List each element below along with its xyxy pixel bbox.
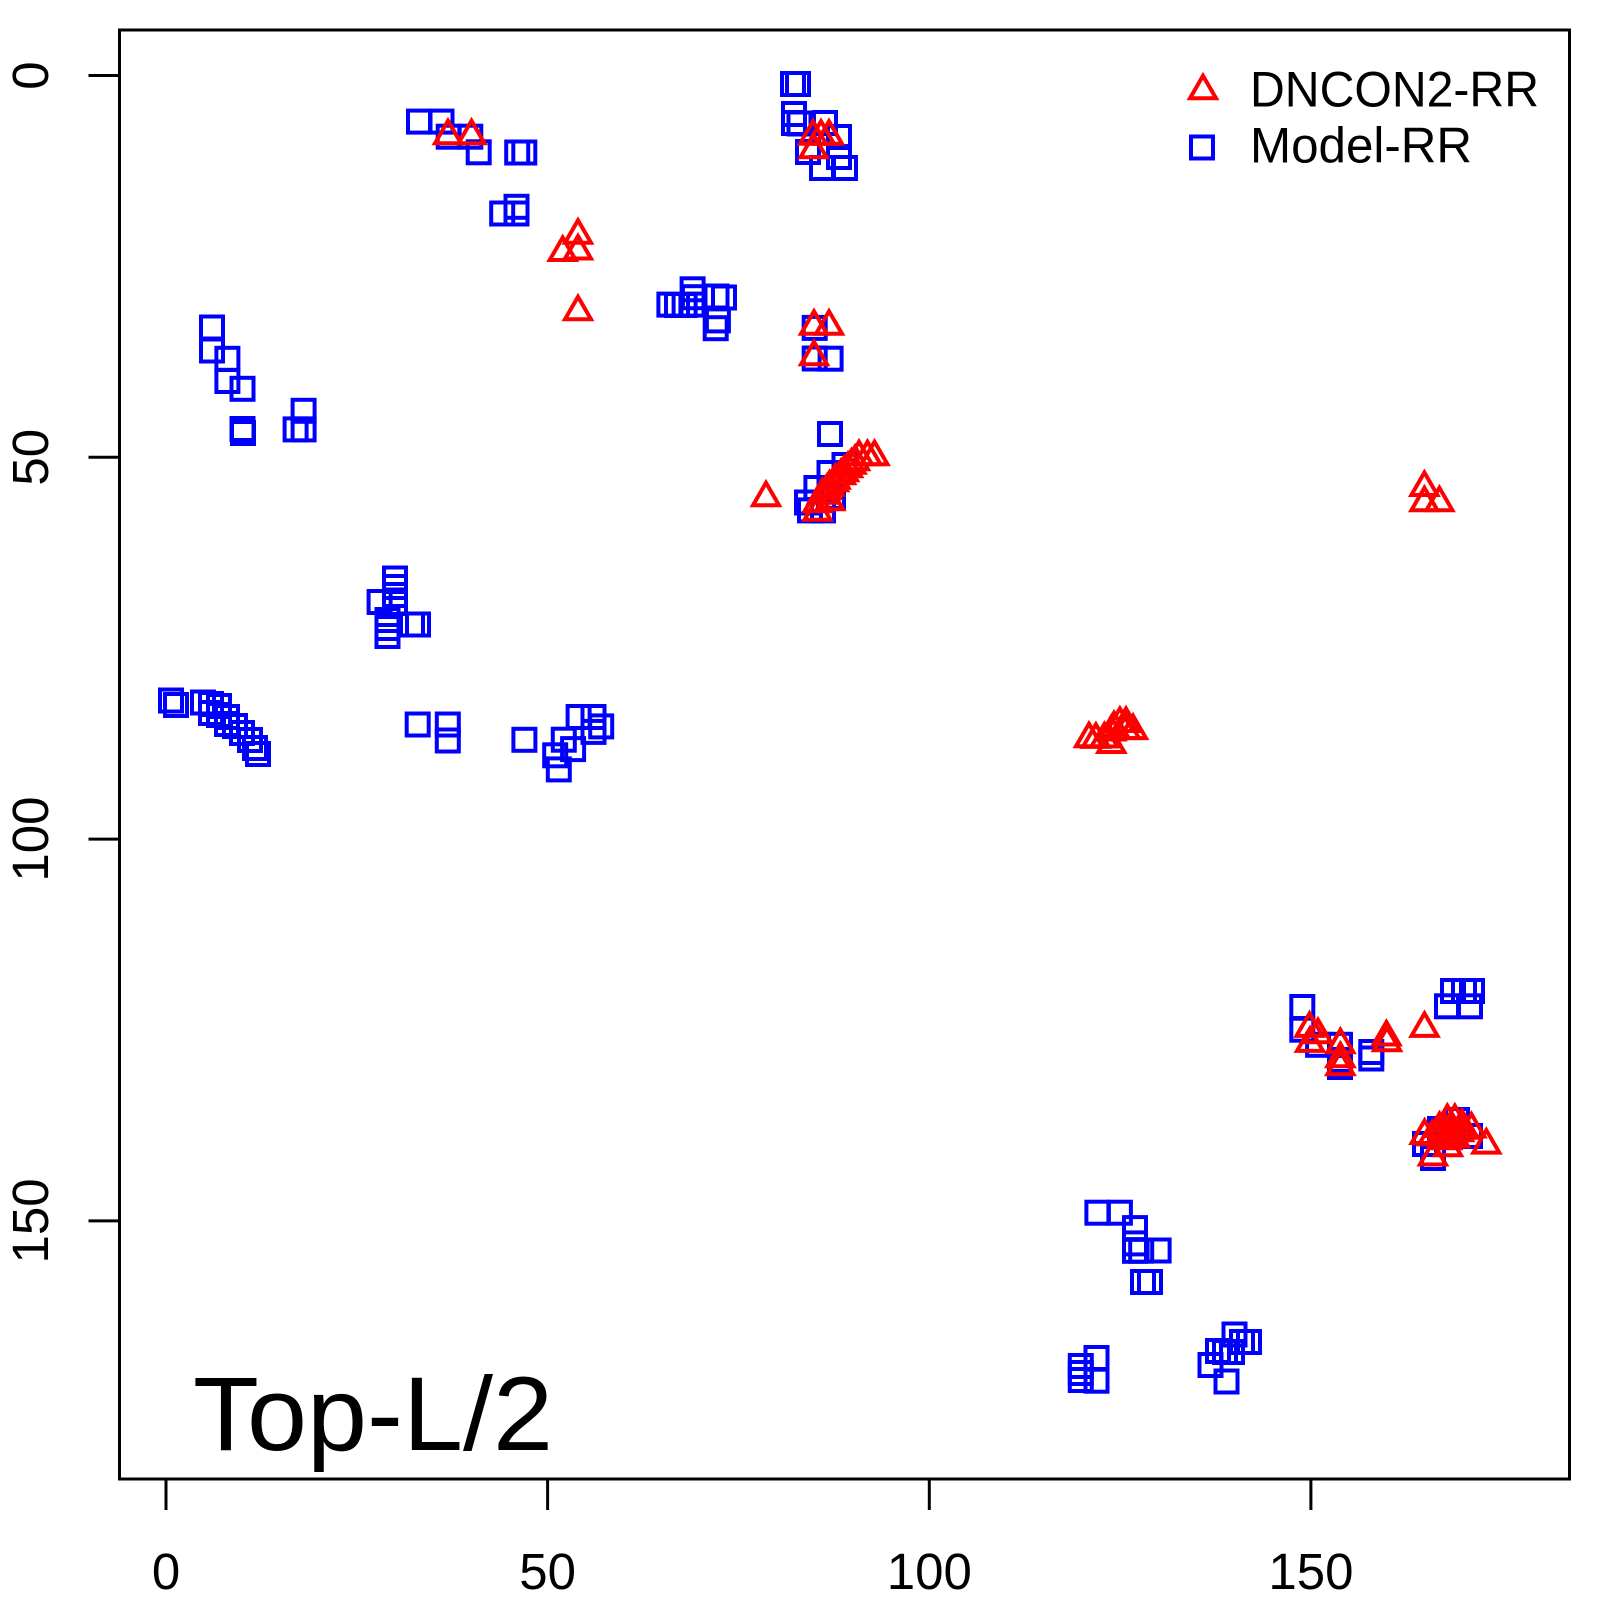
svg-text:150: 150 [1268, 1543, 1353, 1600]
svg-text:150: 150 [2, 1178, 59, 1263]
svg-text:100: 100 [2, 797, 59, 882]
svg-text:Top-L/2: Top-L/2 [193, 1356, 553, 1473]
svg-text:100: 100 [887, 1543, 972, 1600]
svg-text:0: 0 [2, 61, 59, 89]
svg-text:50: 50 [519, 1543, 576, 1600]
svg-text:DNCON2-RR: DNCON2-RR [1250, 62, 1539, 118]
svg-text:50: 50 [2, 429, 59, 486]
svg-text:0: 0 [152, 1543, 180, 1600]
svg-text:Model-RR: Model-RR [1250, 118, 1472, 174]
